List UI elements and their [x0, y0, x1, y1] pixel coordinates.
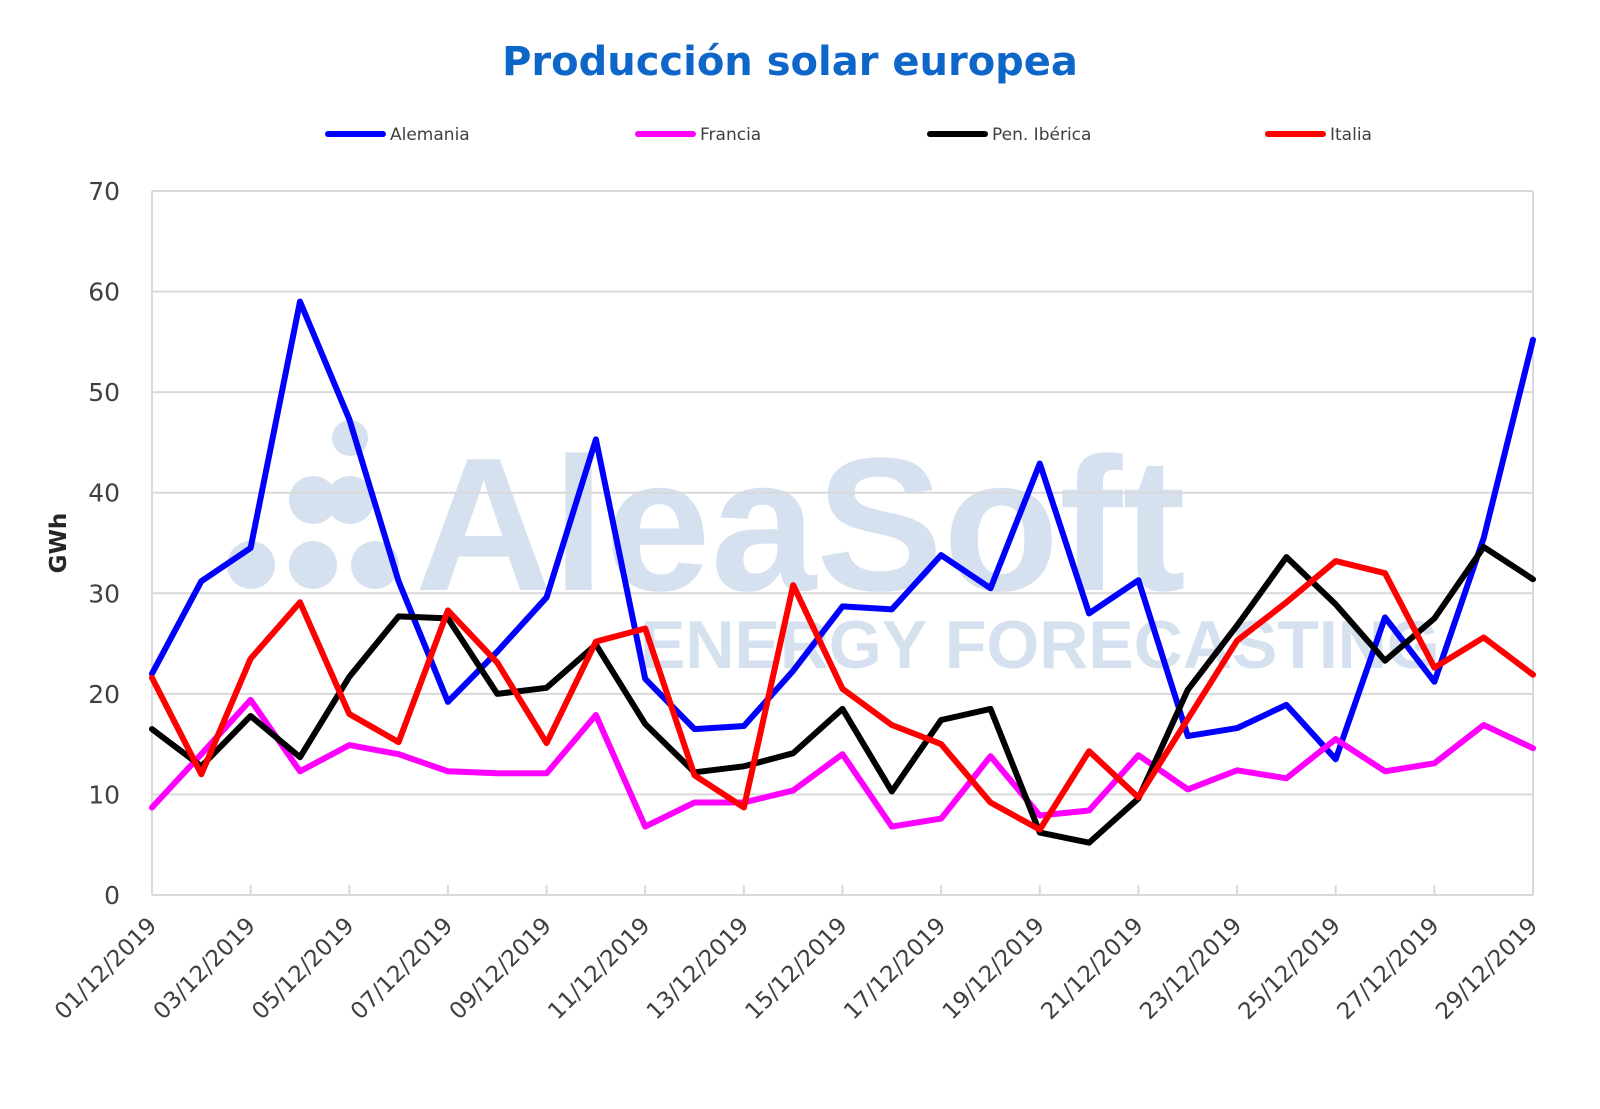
legend-item: Francia — [635, 125, 761, 145]
legend: Alemania Francia Pen. Ibérica Italia — [325, 125, 1372, 145]
watermark-tagline: ENERGY FORECASTING — [640, 607, 1440, 683]
legend-item: Alemania — [325, 125, 470, 145]
y-tick-label: 60 — [88, 278, 120, 307]
legend-label: Francia — [700, 125, 761, 145]
y-tick-label: 70 — [88, 177, 120, 206]
x-tick-label: 25/12/2019 — [1234, 913, 1346, 1025]
gridlines — [152, 190, 1533, 796]
legend-label: Alemania — [390, 125, 470, 145]
y-tick-label: 50 — [88, 378, 120, 407]
x-tick-label: 11/12/2019 — [543, 913, 655, 1025]
x-axis-ticks: 01/12/201903/12/201905/12/201907/12/2019… — [50, 885, 1543, 1025]
x-tick-label: 17/12/2019 — [839, 913, 951, 1025]
x-tick-label: 13/12/2019 — [642, 913, 754, 1025]
legend-item: Pen. Ibérica — [927, 125, 1091, 145]
x-tick-label: 01/12/2019 — [50, 913, 162, 1025]
y-axis-ticks: 0 10 20 30 40 50 60 70 — [88, 177, 120, 910]
y-tick-label: 10 — [88, 780, 120, 809]
x-tick-label: 29/12/2019 — [1431, 913, 1543, 1025]
legend-item: Italia — [1265, 125, 1372, 145]
series-line-italia — [149, 558, 1536, 833]
series-line-pen-ib-rica — [149, 544, 1536, 846]
series-group — [149, 298, 1536, 846]
x-tick-label: 07/12/2019 — [346, 913, 458, 1025]
y-tick-label: 20 — [88, 680, 120, 709]
series-line-alemania — [149, 298, 1536, 763]
x-tick-label: 27/12/2019 — [1332, 913, 1444, 1025]
x-tick-label: 03/12/2019 — [149, 913, 261, 1025]
x-tick-label: 05/12/2019 — [247, 913, 359, 1025]
y-tick-label: 30 — [88, 579, 120, 608]
legend-label: Italia — [1330, 125, 1372, 145]
watermark: AleaSoft ENERGY FORECASTING — [227, 419, 1440, 683]
x-tick-label: 09/12/2019 — [445, 913, 557, 1025]
y-axis-label: GWh — [46, 513, 72, 574]
x-tick-label: 23/12/2019 — [1135, 913, 1247, 1025]
series-line-francia — [149, 696, 1536, 830]
y-tick-label: 0 — [104, 881, 120, 910]
x-tick-label: 15/12/2019 — [741, 913, 853, 1025]
chart-title: Producción solar europea — [502, 39, 1078, 85]
x-tick-label: 21/12/2019 — [1037, 913, 1149, 1025]
x-tick-label: 19/12/2019 — [938, 913, 1050, 1025]
y-tick-label: 40 — [88, 479, 120, 508]
legend-label: Pen. Ibérica — [992, 125, 1091, 145]
